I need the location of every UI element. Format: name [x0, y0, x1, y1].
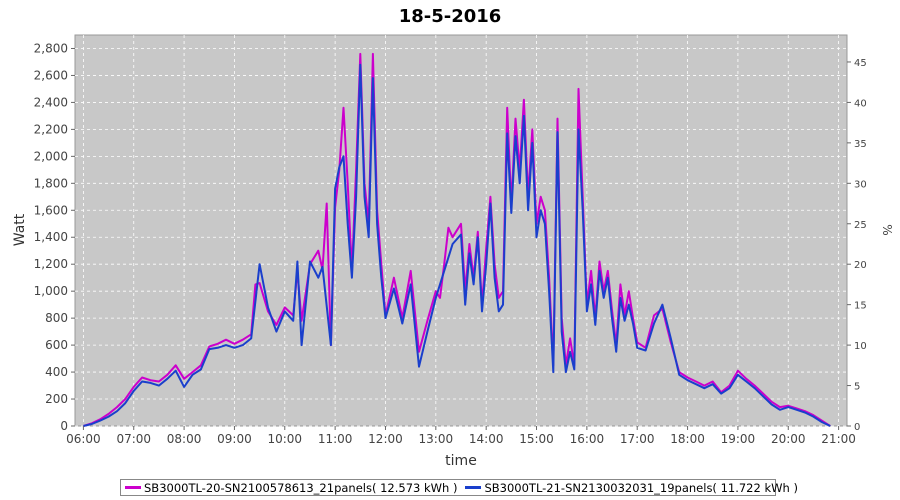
x-tick-label: 17:00	[620, 432, 655, 446]
legend-item-series-2: SB3000TL-21-SN2130032031_19panels( 11.72…	[465, 480, 798, 495]
y-tick-label: 2,800	[34, 41, 68, 55]
series-group	[83, 52, 831, 427]
x-tick-label: 21:00	[821, 432, 856, 446]
y2-tick-label: 15	[854, 301, 867, 312]
legend-item-series-1: SB3000TL-20-SN2100578613_21panels( 12.57…	[125, 481, 457, 495]
y-axis: 0 200 400 600 800 1,000 1,200 1,400 1,600 1,800 2,…	[34, 41, 75, 433]
legend: SB3000TL-20-SN2100578613_21panels( 12.57…	[120, 479, 798, 496]
y-tick-label: 400	[45, 365, 68, 379]
x-tick-label: 11:00	[318, 432, 353, 446]
y-tick-label: 0	[60, 419, 68, 433]
y2-tick-label: 0	[854, 422, 860, 433]
y-tick-label: 1,800	[34, 176, 68, 190]
y2-tick-label: 10	[854, 341, 867, 352]
y-tick-label: 2,400	[34, 95, 68, 109]
legend-swatch-series-2	[465, 486, 482, 489]
x-tick-label: 12:00	[368, 432, 403, 446]
y-tick-label: 2,000	[34, 149, 68, 163]
chart-title: 18-5-2016	[399, 6, 502, 27]
x-tick-label: 13:00	[419, 432, 454, 446]
y2-axis-label: %	[880, 224, 894, 235]
y-tick-label: 800	[45, 311, 68, 325]
y2-tick-label: 20	[854, 260, 867, 271]
legend-swatch-series-1	[125, 486, 141, 489]
x-axis: 06:00 07:00 08:00 09:00 10:00 11:00 12:00 13:00…	[66, 426, 856, 446]
series-line-2	[83, 63, 831, 427]
y-tick-label: 600	[45, 338, 68, 352]
y2-tick-label: 5	[854, 382, 860, 393]
x-tick-label: 06:00	[66, 432, 101, 446]
legend-label-series-2: SB3000TL-21-SN2130032031_19panels( 11.72…	[484, 480, 798, 495]
legend-label-series-1: SB3000TL-20-SN2100578613_21panels( 12.57…	[144, 480, 458, 495]
x-tick-label: 10:00	[267, 432, 302, 446]
x-tick-label: 18:00	[670, 432, 705, 446]
x-tick-label: 15:00	[519, 432, 554, 446]
y2-tick-label: 35	[854, 139, 867, 150]
y2-tick-label: 30	[854, 179, 867, 190]
x-tick-label: 20:00	[771, 432, 806, 446]
y-tick-label: 1,600	[34, 203, 68, 217]
x-tick-label: 08:00	[167, 432, 202, 446]
x-axis-label: time	[445, 453, 477, 469]
y2-tick-label: 25	[854, 220, 867, 231]
y-tick-label: 1,400	[34, 230, 68, 244]
x-tick-label: 16:00	[570, 432, 605, 446]
y-tick-label: 2,600	[34, 68, 68, 82]
y-tick-label: 1,000	[34, 284, 68, 298]
x-tick-label: 09:00	[217, 432, 252, 446]
x-tick-label: 19:00	[721, 432, 756, 446]
y-tick-label: 200	[45, 392, 68, 406]
y2-tick-label: 45	[854, 58, 867, 69]
y-axis-label: Watt	[12, 213, 28, 246]
x-tick-label: 14:00	[469, 432, 504, 446]
y-tick-label: 1,200	[34, 257, 68, 271]
x-tick-label: 07:00	[116, 432, 151, 446]
y2-tick-label: 40	[854, 98, 867, 109]
y-tick-label: 2,200	[34, 122, 68, 136]
grid	[75, 35, 847, 427]
y2-axis: 0 5 10 15 20 25 30 35 40 45	[847, 58, 867, 433]
